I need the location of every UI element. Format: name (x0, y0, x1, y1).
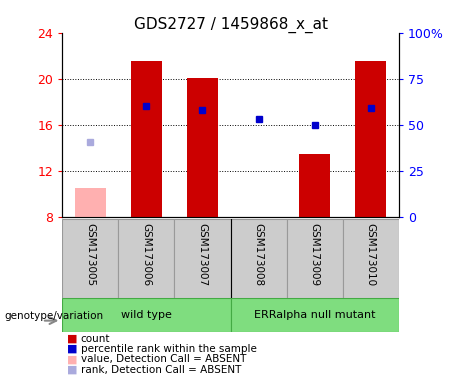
Bar (75, 188, 106, 217)
Text: ■: ■ (67, 334, 77, 344)
Text: ■: ■ (67, 365, 77, 375)
Bar (174, 219, 230, 298)
Bar (62, 298, 230, 332)
Text: ■: ■ (67, 344, 77, 354)
Text: genotype/variation: genotype/variation (5, 311, 104, 321)
Text: rank, Detection Call = ABSENT: rank, Detection Call = ABSENT (81, 365, 241, 375)
Bar (355, 61, 386, 217)
Bar (131, 61, 162, 217)
Text: count: count (81, 334, 110, 344)
Bar (343, 219, 399, 298)
Text: GSM173005: GSM173005 (85, 223, 95, 286)
Text: GSM173009: GSM173009 (310, 223, 319, 286)
Text: wild type: wild type (121, 310, 172, 320)
Bar (62, 219, 118, 298)
Text: percentile rank within the sample: percentile rank within the sample (81, 344, 257, 354)
Text: ERRalpha null mutant: ERRalpha null mutant (254, 310, 375, 320)
Bar (230, 219, 287, 298)
Text: GSM173006: GSM173006 (142, 223, 151, 286)
Text: GSM173008: GSM173008 (254, 223, 264, 286)
Text: GSM173007: GSM173007 (197, 223, 207, 286)
Text: GDS2727 / 1459868_x_at: GDS2727 / 1459868_x_at (134, 17, 327, 33)
Bar (118, 219, 174, 298)
Text: GSM173010: GSM173010 (366, 223, 376, 286)
Bar (299, 154, 330, 217)
Bar (187, 78, 218, 217)
Bar (230, 298, 399, 332)
Text: ■: ■ (67, 354, 77, 364)
Text: value, Detection Call = ABSENT: value, Detection Call = ABSENT (81, 354, 246, 364)
Bar (287, 219, 343, 298)
